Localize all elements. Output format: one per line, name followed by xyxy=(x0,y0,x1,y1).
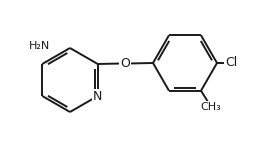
Text: H₂N: H₂N xyxy=(29,41,50,51)
Text: N: N xyxy=(93,89,102,103)
Text: Cl: Cl xyxy=(225,57,237,69)
Text: CH₃: CH₃ xyxy=(201,102,221,112)
Text: O: O xyxy=(120,57,130,70)
